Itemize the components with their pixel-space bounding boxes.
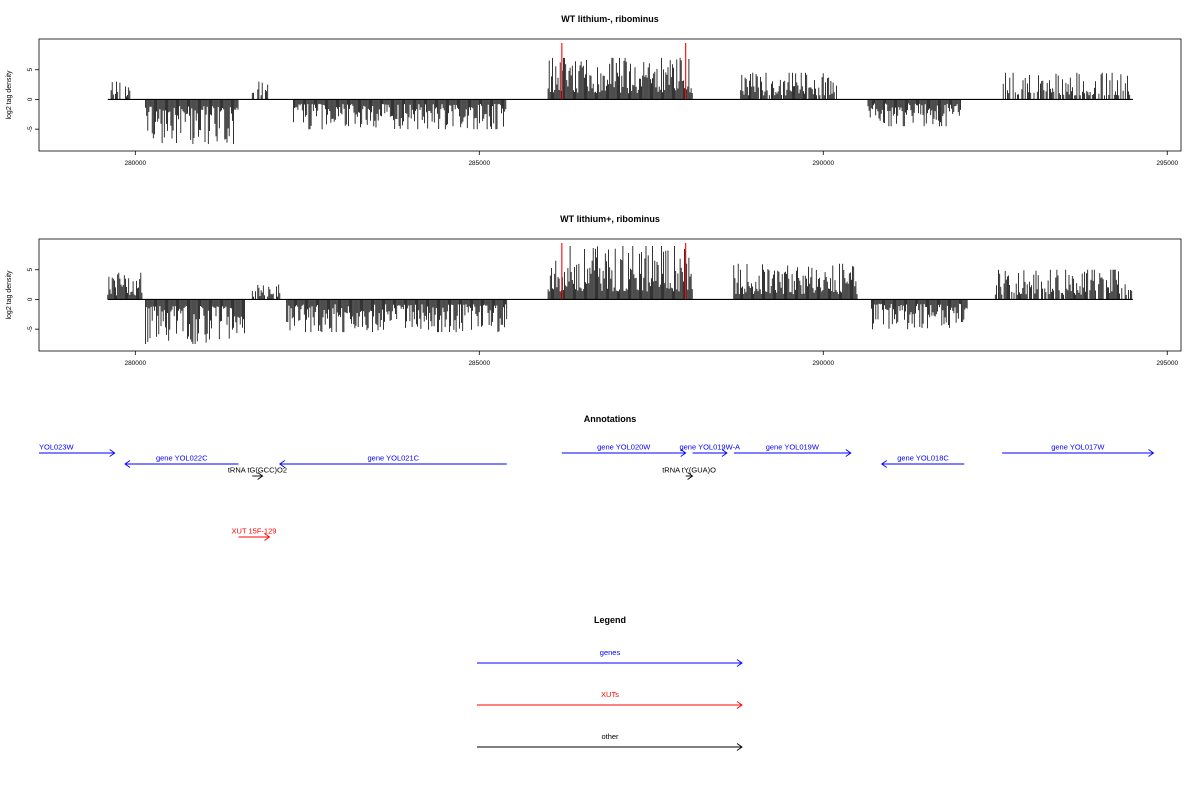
- y-tick-label: -5: [27, 326, 34, 332]
- legend-arrow-xut: [477, 701, 743, 709]
- feature-label: gene YOL017W: [1051, 443, 1105, 452]
- x-tick-label: 290000: [812, 360, 834, 367]
- legend: Legend genes XUTs other: [477, 615, 743, 751]
- feature-label: gene YOL018C: [897, 454, 949, 463]
- gene-arrow: [278, 460, 507, 468]
- legend-entries: genes XUTs other: [477, 648, 743, 751]
- y-tick-label: 5: [27, 268, 34, 272]
- x-tick-label: 295000: [1156, 360, 1178, 367]
- signal-bars: [107, 43, 1133, 144]
- gene-arrow: [733, 449, 852, 457]
- feature-label: gene YOL019W: [766, 443, 820, 452]
- y-tick-label: 0: [27, 97, 34, 101]
- legend-label: XUTs: [601, 690, 619, 699]
- feature-label: gene YOL021C: [368, 454, 420, 463]
- annotations-track: Annotations YOL023W gene YOL022C tRNA tG(G…: [39, 414, 1155, 541]
- legend-label: genes: [600, 648, 621, 657]
- feature-label: gene YOL019W-A: [679, 443, 740, 452]
- panel-title: WT lithium-, ribominus: [561, 14, 659, 24]
- y-axis-label: log2 tag density: [6, 70, 13, 120]
- x-tick-label: 290000: [812, 160, 834, 167]
- gene-arrow: [880, 460, 965, 468]
- gene-arrow: [561, 449, 687, 457]
- x-tick-label: 280000: [124, 360, 146, 367]
- signal-bars: [107, 243, 1133, 344]
- feature-label: gene YOL022C: [156, 454, 208, 463]
- legend-title: Legend: [594, 615, 626, 625]
- gene-arrow: [1002, 449, 1155, 457]
- y-tick-label: 0: [27, 297, 34, 301]
- gene-arrow: [692, 449, 728, 457]
- annotations-title: Annotations: [584, 414, 637, 424]
- legend-arrow-other: [477, 743, 743, 751]
- plot-frame: [38, 38, 1182, 152]
- plot-frame: [38, 238, 1182, 352]
- other-arrow: [685, 472, 694, 480]
- legend-label: other: [601, 732, 619, 741]
- signal-panel-lithium-minus: WT lithium-, ribominus log2 tag density …: [6, 14, 1182, 167]
- feature-label: YOL023W: [39, 443, 75, 452]
- legend-arrow-gene: [477, 659, 743, 667]
- feature-label: tRNA tG(GCC)O2: [228, 466, 287, 475]
- feature-label: gene YOL020W: [597, 443, 651, 452]
- x-tick-label: 280000: [124, 160, 146, 167]
- y-tick-label: 5: [27, 68, 34, 72]
- feature-list: YOL023W gene YOL022C tRNA tG(GCC)O2 gene YO…: [39, 443, 1155, 541]
- signal-panel-lithium-plus: WT lithium+, ribominus log2 tag density …: [6, 214, 1182, 367]
- feature-label: tRNA tY(GUA)O: [662, 466, 716, 475]
- y-tick-label: -5: [27, 126, 34, 132]
- x-tick-label: 295000: [1156, 160, 1178, 167]
- x-tick-label: 285000: [468, 160, 490, 167]
- axes: 280000 285000 290000 295000 5 0 -5: [27, 268, 1178, 367]
- other-arrow: [252, 472, 264, 480]
- gene-arrow: [124, 460, 239, 468]
- x-tick-label: 285000: [468, 360, 490, 367]
- y-axis-label: log2 tag density: [6, 270, 13, 320]
- xut-arrow: [238, 533, 271, 541]
- gene-arrow: [39, 449, 116, 457]
- feature-label: XUT 15F-129: [232, 527, 277, 536]
- axes: 280000 285000 290000 295000 5 0 -5: [27, 68, 1178, 167]
- panel-title: WT lithium+, ribominus: [560, 214, 660, 224]
